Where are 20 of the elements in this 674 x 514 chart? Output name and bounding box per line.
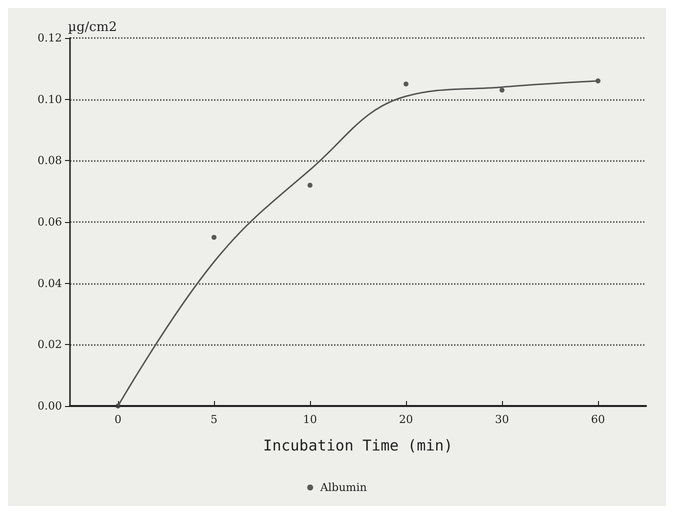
- point: [500, 88, 504, 93]
- x-tick-label: 0: [114, 413, 122, 426]
- x-tick-label: 10: [303, 413, 317, 426]
- x-tick-label: 5: [210, 413, 218, 426]
- x-tick-label: 20: [399, 413, 413, 426]
- point: [404, 82, 408, 86]
- y-tick-label: 0.02: [38, 338, 62, 352]
- point: [212, 234, 216, 240]
- y-tick-label: 0.00: [38, 400, 62, 412]
- x-tick-label: 30: [495, 413, 509, 426]
- legend-label: Albumin: [319, 481, 367, 494]
- point: [308, 182, 312, 188]
- y-tick-label: 0.08: [38, 154, 62, 168]
- y-axis-title: µg/cm2: [68, 20, 118, 35]
- y-tick-label: 0.10: [38, 92, 62, 106]
- x-axis-title: Incubation Time (min): [263, 436, 453, 454]
- y-tick-label: 0.06: [38, 216, 62, 228]
- y-tick-label: 0.12: [38, 32, 62, 44]
- y-tick-label: 0.04: [38, 276, 62, 290]
- x-tick-label: 60: [591, 413, 605, 426]
